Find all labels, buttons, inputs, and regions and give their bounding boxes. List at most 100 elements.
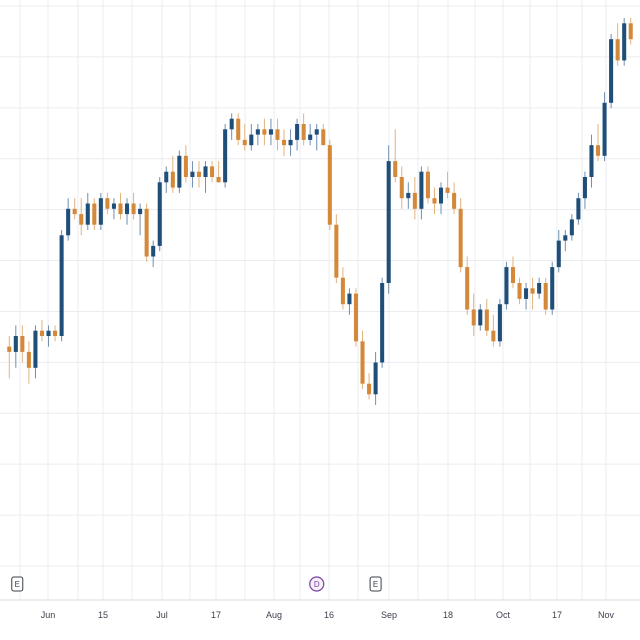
- candle-body-down: [216, 177, 221, 183]
- candle-body-down: [445, 187, 450, 193]
- candle: [334, 214, 339, 283]
- candle-body-down: [334, 224, 339, 278]
- candle-body-up: [563, 235, 568, 241]
- earnings-marker-box: [11, 576, 24, 592]
- candle-body-up: [111, 203, 116, 209]
- candle-body-down: [432, 198, 437, 204]
- candle: [242, 124, 247, 151]
- candle: [59, 230, 64, 342]
- candle: [164, 166, 169, 193]
- candle: [406, 182, 411, 209]
- candle: [223, 124, 228, 188]
- candle-body-up: [589, 145, 594, 177]
- candle-body-down: [412, 192, 417, 209]
- chart-grid: [0, 0, 640, 601]
- candle-body-up: [556, 240, 561, 268]
- candle: [7, 336, 12, 379]
- candle-body-down: [236, 118, 241, 140]
- candle-body-down: [510, 267, 516, 283]
- candle-body-down: [196, 171, 202, 177]
- candle: [308, 124, 313, 146]
- candle: [327, 139, 332, 230]
- candle: [295, 118, 300, 151]
- candle-body-up: [66, 208, 71, 236]
- candle-body-up: [497, 304, 502, 342]
- candle-body-up: [295, 124, 300, 140]
- candle: [452, 182, 457, 215]
- candle-body-down: [7, 346, 12, 352]
- x-tick-label: Nov: [598, 610, 615, 620]
- candle: [105, 192, 110, 215]
- x-tick-label: Sep: [381, 610, 397, 620]
- candle: [262, 118, 267, 146]
- candle: [33, 325, 38, 379]
- candle-body-down: [79, 214, 84, 225]
- candle: [190, 161, 195, 188]
- candle: [203, 161, 208, 193]
- candle-body-up: [576, 198, 581, 220]
- candle-body-down: [72, 208, 77, 215]
- candle: [92, 198, 97, 230]
- candle: [380, 277, 385, 368]
- candle-body-down: [393, 161, 398, 177]
- candle: [26, 341, 31, 384]
- candle: [438, 182, 444, 215]
- candle-body-up: [190, 171, 195, 177]
- candle: [432, 187, 437, 215]
- candle: [367, 373, 372, 400]
- candle-body-down: [39, 330, 45, 336]
- candle-body-down: [340, 277, 345, 305]
- candle-body-up: [347, 293, 352, 305]
- candle: [249, 124, 254, 151]
- candle: [497, 298, 502, 347]
- candle: [124, 198, 130, 225]
- earnings-marker-box: [369, 576, 382, 592]
- candle-body-up: [602, 102, 607, 156]
- candle: [550, 261, 555, 315]
- x-tick-label: 17: [552, 610, 562, 620]
- candle: [445, 171, 450, 199]
- candle: [615, 23, 620, 66]
- candle: [111, 198, 116, 220]
- candle-body-up: [406, 192, 411, 199]
- candle-body-down: [321, 129, 326, 146]
- candle: [569, 214, 574, 241]
- candle: [602, 92, 607, 162]
- x-tick-label: Jun: [41, 610, 56, 620]
- dividend-marker[interactable]: D: [309, 576, 325, 592]
- x-tick-label: 16: [324, 610, 334, 620]
- candle-body-up: [13, 336, 18, 352]
- candle-body-up: [314, 129, 319, 135]
- candle: [589, 134, 594, 188]
- candle-body-down: [425, 171, 430, 199]
- candle-body-up: [438, 187, 444, 204]
- candle: [177, 150, 182, 193]
- candle: [66, 198, 71, 241]
- candle-body-up: [177, 155, 182, 188]
- candle: [353, 288, 359, 347]
- candle: [268, 118, 273, 146]
- candle-body-down: [399, 177, 404, 199]
- candle-body-down: [92, 203, 97, 225]
- candle-body-up: [373, 362, 378, 395]
- candle: [157, 177, 162, 252]
- candle: [425, 166, 430, 204]
- candle: [360, 330, 365, 389]
- candle: [39, 320, 45, 342]
- earnings-marker[interactable]: E: [369, 576, 382, 592]
- earnings-marker[interactable]: E: [11, 576, 24, 592]
- candle-body-down: [53, 330, 58, 336]
- candle-body-up: [622, 23, 627, 61]
- candle-body-down: [131, 203, 136, 215]
- x-tick-label: Jul: [156, 610, 168, 620]
- candle-body-down: [452, 192, 457, 209]
- candle-body-down: [465, 267, 470, 310]
- candle-body-up: [223, 129, 228, 183]
- candle: [72, 198, 77, 220]
- candle: [537, 277, 542, 299]
- candle: [471, 293, 476, 336]
- candle: [151, 240, 156, 268]
- candle: [79, 198, 84, 236]
- candle-body-up: [33, 330, 38, 368]
